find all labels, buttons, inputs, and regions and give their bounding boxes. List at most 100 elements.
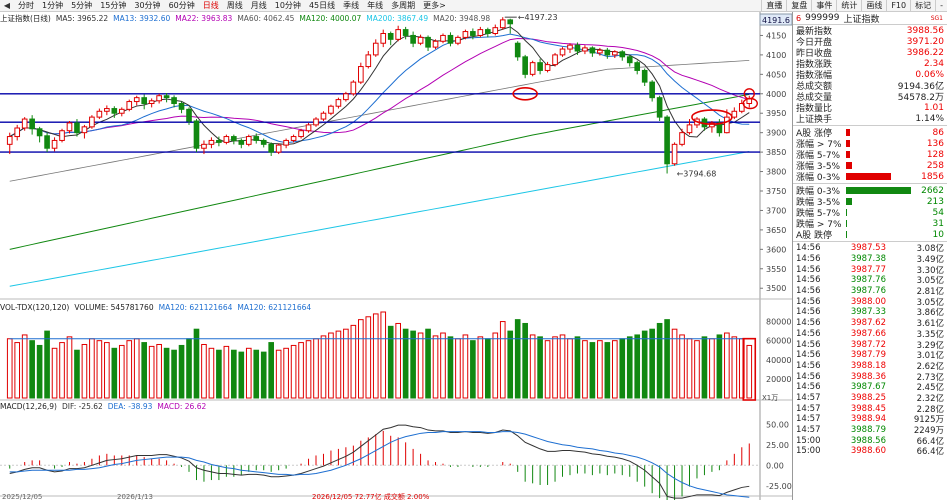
tick-volume: 3.49亿: [916, 255, 944, 266]
high-label: ←4197.23: [518, 13, 558, 22]
candle-body: [260, 139, 267, 145]
legend-entry: MA120: 4000.07: [299, 13, 362, 23]
volume-bar: [365, 316, 372, 399]
candle-body: [597, 49, 603, 54]
tick-price: 3987.66: [850, 328, 886, 339]
timeframe-tab[interactable]: 日线: [202, 0, 219, 10]
distribution-bar: [846, 187, 911, 194]
volume-bar: [51, 347, 58, 399]
tick-volume: 66.4亿: [916, 436, 944, 447]
volume-bar: [283, 347, 289, 399]
tick-time: 15:00: [796, 435, 821, 446]
price-tick-label: 4150: [766, 31, 786, 40]
stat-label: 指数涨跌: [796, 60, 833, 70]
tick-time: 14:56: [796, 243, 821, 254]
right-toolbar-button[interactable]: 直播: [761, 0, 786, 12]
volume-marker: [742, 337, 757, 401]
timeframe-tab[interactable]: 多周期: [391, 0, 416, 10]
right-toolbar-button[interactable]: 画线: [861, 0, 886, 12]
candle-body: [477, 29, 484, 36]
candle-body: [156, 95, 162, 102]
stat-label: 最新指数: [796, 27, 833, 37]
volume-bar: [582, 340, 588, 399]
volume-bar: [522, 322, 528, 399]
tick-volume: 3.29亿: [916, 340, 944, 351]
right-toolbar-button[interactable]: 标记: [910, 0, 935, 12]
timeframe-tab[interactable]: 周线: [226, 0, 243, 10]
divider: [793, 241, 947, 242]
ma22-line: [9, 37, 750, 137]
tick-price: 3988.56: [850, 435, 886, 446]
volume-tick-label: 80000: [766, 318, 791, 327]
timeframe-tab[interactable]: 30分钟: [134, 0, 161, 10]
stat-value: 2.34: [923, 58, 944, 69]
tick-price: 3987.38: [850, 254, 886, 265]
timeframe-tab[interactable]: 45日线: [308, 0, 336, 10]
timeframe-tab[interactable]: 5分钟: [71, 0, 93, 10]
right-toolbar-button[interactable]: 复盘: [786, 0, 811, 12]
right-toolbar-button[interactable]: -: [935, 0, 947, 12]
macd-dif-line: [9, 424, 750, 499]
volume-bar: [709, 338, 715, 399]
right-toolbar-button[interactable]: 事件: [811, 0, 836, 12]
timeframe-tab[interactable]: 分时: [18, 0, 34, 10]
distribution-value: 258: [926, 160, 944, 171]
tick-volume: 3.08亿: [916, 244, 944, 255]
timeframe-tab[interactable]: 10分钟: [274, 0, 301, 10]
timeframe-tab[interactable]: 1分钟: [42, 0, 64, 10]
timeframe-tab[interactable]: 60分钟: [168, 0, 195, 10]
distribution-label: 跌幅 3-5%: [796, 198, 841, 208]
distribution-row: 跌幅 3-5% 213: [793, 196, 947, 209]
volume-bar: [597, 340, 603, 399]
tick-price: 3988.60: [850, 446, 886, 457]
timeframe-tab[interactable]: 更多>: [423, 0, 446, 10]
price-tick-label: 4050: [766, 70, 786, 79]
candle-body: [380, 33, 387, 44]
candle-body: [238, 139, 245, 145]
right-toolbar-button[interactable]: F10: [886, 0, 910, 12]
index-tag: SG1: [930, 14, 943, 22]
date-label: 2025/12/05: [2, 493, 42, 500]
legend-entry: MA13: 3932.60: [113, 13, 171, 23]
distribution-value: 2662: [921, 185, 944, 196]
legend-entry: VOLUME: 545781760: [74, 302, 154, 312]
candle-body: [679, 132, 685, 145]
timeframe-tab[interactable]: 季线: [343, 0, 360, 10]
timeframe-tab[interactable]: 年线: [367, 0, 384, 10]
timeframe-tab[interactable]: 15分钟: [100, 0, 127, 10]
tick-price: 3987.76: [850, 275, 886, 286]
tick-volume: 3.05亿: [916, 276, 944, 287]
down-distribution: 跌幅 0-3% 2662 跌幅 3-5% 213 跌幅 5-7% 54 跌幅 > 7% 31 A…: [793, 185, 947, 242]
distribution-label: 涨幅 5-7%: [796, 151, 841, 161]
index-code: 999999: [805, 13, 840, 23]
volume-bar: [305, 340, 312, 399]
candle-body: [574, 44, 581, 52]
right-toolbar-button[interactable]: 统计: [836, 0, 861, 12]
volume-bar: [275, 349, 282, 399]
candle-body: [656, 97, 663, 118]
volume-bar: [611, 340, 618, 399]
candle-body: [470, 31, 476, 36]
timeframe-tab[interactable]: 月线: [250, 0, 267, 10]
distribution-bar: [846, 209, 848, 216]
price-tick-label: 3950: [766, 109, 786, 118]
candle-body: [731, 110, 738, 118]
tick-volume: 9125万: [913, 415, 944, 426]
volume-bar: [44, 330, 50, 399]
candle-body: [186, 108, 192, 122]
volume-bar: [567, 338, 573, 399]
volume-bar: [81, 343, 88, 399]
tick-price: 3988.00: [850, 296, 886, 307]
candle-body: [492, 27, 499, 35]
candle-body: [171, 97, 177, 104]
legend-entry: 上证指数(日线): [0, 13, 51, 23]
distribution-bar: [846, 129, 850, 136]
volume-bar: [724, 332, 730, 399]
kline-chart: 4150 4100 4050 4000 3950 3900 3850 3800 3750 3700…: [0, 12, 792, 500]
volume-bar: [380, 311, 387, 399]
candle-body: [724, 116, 730, 134]
marker-ellipse: [691, 109, 733, 125]
tick-row: 14:56 3987.76 3.05亿: [793, 275, 947, 286]
stat-value: 3988.56: [906, 25, 944, 36]
back-arrow-icon[interactable]: ◀: [3, 1, 11, 10]
